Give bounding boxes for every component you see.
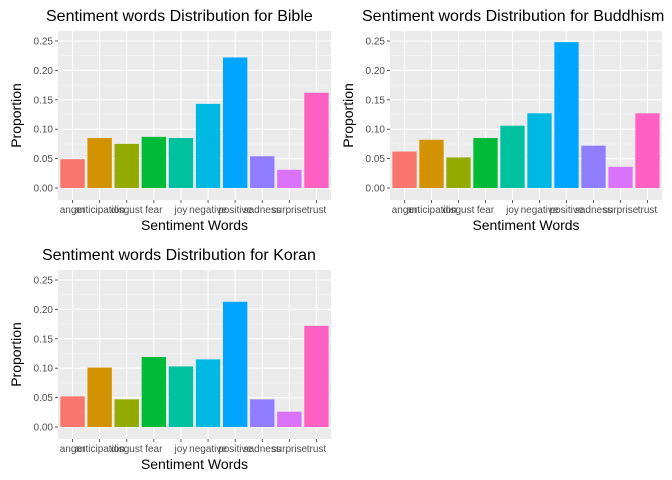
y-axis-title: Proportion <box>340 83 356 148</box>
panel-buddhism: Sentiment words Distribution for Buddhis… <box>340 8 664 233</box>
y-tick-label: 0.25 <box>366 37 386 48</box>
y-tick-label: 0.10 <box>366 125 386 136</box>
bar-anticipation <box>419 139 444 188</box>
x-tick-label-positive: positive <box>218 444 252 455</box>
bar-anger <box>60 396 85 427</box>
x-tick-label-sadness: sadness <box>244 205 281 216</box>
x-tick-label-joy: joy <box>174 205 188 216</box>
bar-trust <box>304 325 329 427</box>
bar-disgust <box>446 157 471 188</box>
bar-sadness <box>581 145 606 188</box>
x-tick-label-anger: anger <box>60 205 86 216</box>
bar-negative <box>195 103 221 188</box>
x-tick-label-trust: trust <box>307 444 327 455</box>
x-tick-label-anticipation: anticipation <box>406 205 457 216</box>
bar-joy <box>500 125 525 188</box>
bar-surprise <box>277 169 302 188</box>
bar-positive <box>222 301 248 427</box>
bar-anticipation <box>87 138 112 188</box>
y-tick-label: 0.05 <box>366 154 386 165</box>
x-tick-label-positive: positive <box>218 205 252 216</box>
bar-surprise <box>608 166 633 188</box>
bar-joy <box>168 366 194 427</box>
y-tick-label: 0.20 <box>366 66 386 77</box>
x-tick-label-surprise: surprise <box>272 444 308 455</box>
bar-negative <box>527 113 552 188</box>
x-axis-title: Sentiment Words <box>141 456 248 472</box>
bar-sadness <box>250 156 275 188</box>
x-tick-label-disgust: disgust <box>111 205 143 216</box>
y-tick-label: 0.25 <box>34 276 54 287</box>
x-tick-label-sadness: sadness <box>244 444 281 455</box>
bar-surprise <box>277 411 302 427</box>
bar-disgust <box>114 143 139 188</box>
x-tick-label-anger: anger <box>60 444 86 455</box>
bar-trust <box>304 92 329 188</box>
chart-title-buddhism: Sentiment words Distribution for Buddhis… <box>362 8 664 25</box>
y-tick-label: 0.15 <box>34 95 54 106</box>
bar-disgust <box>114 399 139 427</box>
x-tick-label-negative: negative <box>189 444 227 455</box>
x-tick-label-joy: joy <box>174 444 188 455</box>
bar-negative <box>195 359 221 427</box>
bar-joy <box>168 138 194 188</box>
y-tick-label: 0.05 <box>34 154 54 165</box>
x-tick-label-positive: positive <box>550 205 584 216</box>
x-axis-title: Sentiment Words <box>472 217 579 233</box>
y-tick-label: 0.20 <box>34 66 54 77</box>
chart-title-koran: Sentiment words Distribution for Koran <box>42 247 316 264</box>
y-tick-label: 0.15 <box>34 334 54 345</box>
x-tick-label-anger: anger <box>392 205 418 216</box>
y-axis-title: Proportion <box>8 322 24 387</box>
x-tick-label-fear: fear <box>477 205 495 216</box>
y-axis-title: Proportion <box>8 83 24 148</box>
panel-koran: Sentiment words Distribution for Koran 0.… <box>8 247 331 472</box>
x-tick-label-trust: trust <box>307 205 327 216</box>
bar-anger <box>392 151 417 188</box>
x-tick-label-negative: negative <box>189 205 227 216</box>
x-tick-label-disgust: disgust <box>111 444 143 455</box>
bar-fear <box>141 136 167 188</box>
x-tick-label-negative: negative <box>521 205 559 216</box>
bar-positive <box>222 57 248 188</box>
bar-positive <box>554 42 579 189</box>
x-tick-label-fear: fear <box>145 444 163 455</box>
x-axis-title: Sentiment Words <box>141 217 248 233</box>
chart-title-bible: Sentiment words Distribution for Bible <box>46 8 313 25</box>
x-tick-label-trust: trust <box>638 205 658 216</box>
x-tick-label-joy: joy <box>505 205 519 216</box>
panel-bible: Sentiment words Distribution for Bible 0.… <box>8 8 331 233</box>
y-tick-label: 0.00 <box>34 423 54 434</box>
x-tick-label-sadness: sadness <box>575 205 612 216</box>
x-tick-label-fear: fear <box>145 205 163 216</box>
y-tick-label: 0.15 <box>366 95 386 106</box>
bar-fear <box>141 357 167 427</box>
x-tick-label-surprise: surprise <box>272 205 308 216</box>
y-tick-label: 0.10 <box>34 364 54 375</box>
bar-anger <box>60 159 85 188</box>
x-tick-label-disgust: disgust <box>443 205 475 216</box>
x-tick-label-surprise: surprise <box>603 205 639 216</box>
bar-fear <box>473 138 498 188</box>
y-tick-label: 0.05 <box>34 393 54 404</box>
bar-sadness <box>250 399 275 427</box>
y-tick-label: 0.00 <box>34 184 54 195</box>
bar-trust <box>635 113 660 188</box>
y-tick-label: 0.10 <box>34 125 54 136</box>
bar-anticipation <box>87 367 112 427</box>
y-tick-label: 0.20 <box>34 305 54 316</box>
x-tick-label-anticipation: anticipation <box>74 205 125 216</box>
y-tick-label: 0.00 <box>366 184 386 195</box>
x-tick-label-anticipation: anticipation <box>74 444 125 455</box>
y-tick-label: 0.25 <box>34 37 54 48</box>
